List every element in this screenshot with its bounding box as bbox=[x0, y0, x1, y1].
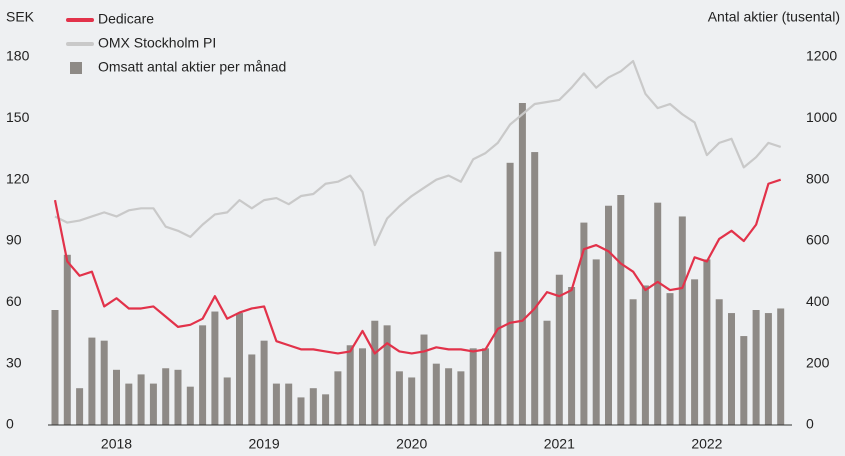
bar bbox=[383, 325, 391, 425]
bar bbox=[309, 388, 317, 425]
y2-tick-label: 200 bbox=[806, 354, 830, 370]
bar bbox=[445, 368, 453, 425]
bar bbox=[211, 311, 219, 425]
legend-swatch bbox=[70, 62, 82, 74]
y2-tick-label: 1000 bbox=[806, 109, 837, 125]
bar bbox=[666, 293, 674, 425]
bar bbox=[223, 377, 231, 425]
bar bbox=[346, 345, 354, 425]
bar bbox=[592, 259, 600, 425]
bar bbox=[248, 354, 256, 425]
bar bbox=[482, 348, 489, 425]
x-tick-label: 2022 bbox=[691, 436, 722, 452]
legend-label: OMX Stockholm PI bbox=[98, 35, 216, 51]
bar bbox=[531, 152, 539, 426]
x-tick-label: 2021 bbox=[544, 436, 575, 452]
bar bbox=[260, 340, 268, 425]
bar bbox=[51, 310, 59, 425]
y-tick-label: 120 bbox=[6, 170, 30, 186]
bar bbox=[186, 386, 194, 425]
bar bbox=[76, 388, 84, 425]
bar bbox=[457, 371, 465, 425]
y-tick-label: 150 bbox=[6, 109, 30, 125]
bar bbox=[63, 254, 71, 425]
bar bbox=[728, 313, 735, 425]
bar bbox=[334, 371, 342, 425]
bar bbox=[506, 162, 514, 426]
y-tick-label: 0 bbox=[6, 416, 14, 432]
y-tick-label: 180 bbox=[6, 48, 30, 64]
bar bbox=[100, 340, 108, 425]
y-axis-title: SEK bbox=[6, 9, 35, 25]
bar bbox=[654, 202, 662, 425]
bar bbox=[420, 334, 428, 425]
bar bbox=[113, 369, 120, 425]
bar bbox=[740, 336, 748, 425]
bar bbox=[617, 195, 625, 425]
bar bbox=[149, 383, 157, 425]
x-tick-label: 2019 bbox=[249, 436, 280, 452]
bar bbox=[764, 313, 772, 425]
bar bbox=[555, 274, 563, 425]
bar bbox=[199, 325, 207, 425]
y2-tick-label: 800 bbox=[806, 170, 830, 186]
bar bbox=[322, 394, 330, 425]
y2-tick-label: 1200 bbox=[806, 48, 837, 64]
bar bbox=[469, 348, 477, 425]
bar bbox=[568, 287, 576, 425]
bar bbox=[272, 383, 280, 425]
y-tick-label: 30 bbox=[6, 354, 22, 370]
bar bbox=[777, 308, 785, 425]
x-tick-label: 2020 bbox=[396, 436, 427, 452]
bar bbox=[703, 259, 711, 425]
line bbox=[53, 178, 782, 355]
x-tick-label: 2018 bbox=[101, 436, 132, 452]
bar bbox=[285, 383, 293, 425]
bar bbox=[432, 363, 440, 425]
bar bbox=[395, 371, 403, 425]
bar bbox=[297, 397, 305, 425]
bar bbox=[691, 279, 699, 425]
bar bbox=[715, 299, 723, 425]
legend-label: Omsatt antal aktier per månad bbox=[98, 59, 286, 75]
bar bbox=[371, 320, 379, 425]
bar bbox=[359, 348, 366, 425]
bar bbox=[543, 320, 551, 425]
bar bbox=[137, 374, 145, 425]
bar bbox=[494, 251, 502, 425]
bar bbox=[605, 205, 612, 425]
y2-tick-label: 400 bbox=[806, 293, 830, 309]
bar bbox=[236, 313, 243, 425]
bar bbox=[408, 377, 416, 425]
line bbox=[54, 59, 782, 247]
bar bbox=[752, 310, 760, 425]
y-tick-label: 60 bbox=[6, 293, 22, 309]
bar bbox=[125, 383, 133, 425]
y2-tick-label: 600 bbox=[806, 232, 830, 248]
bar bbox=[629, 299, 637, 425]
y2-tick-label: 0 bbox=[806, 416, 814, 432]
bar bbox=[88, 337, 96, 425]
y-tick-label: 90 bbox=[6, 232, 22, 248]
bar bbox=[162, 368, 170, 425]
legend-label: Dedicare bbox=[98, 11, 154, 27]
bar bbox=[580, 222, 588, 425]
y2-axis-title: Antal aktier (tusental) bbox=[708, 9, 840, 25]
bar bbox=[678, 216, 686, 425]
bar bbox=[518, 103, 526, 425]
bar bbox=[641, 285, 649, 425]
bar bbox=[174, 369, 182, 425]
